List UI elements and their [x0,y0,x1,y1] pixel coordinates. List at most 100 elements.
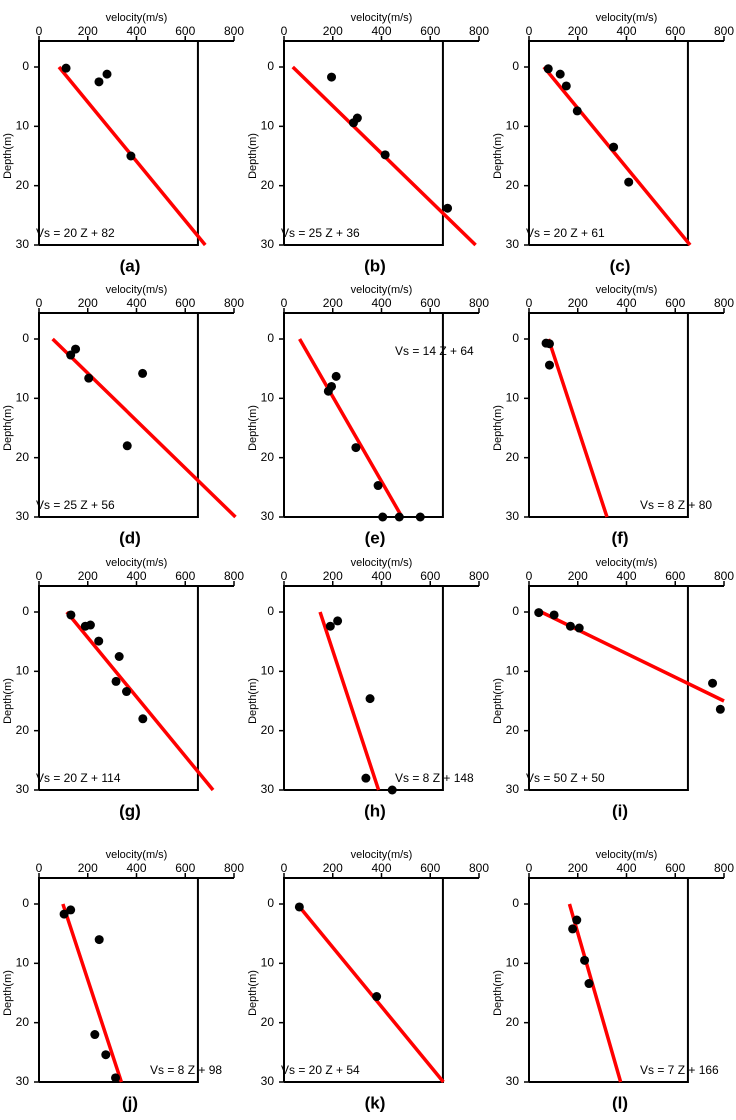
panel-label: (b) [364,256,386,275]
data-point [708,678,718,688]
y-tick-label: 0 [512,604,519,618]
panel: velocity(m/s) Depth(m) (a) 0 200 400 600 800 0 10… [2,12,244,276]
equation-label: Vs = 20 Z + 54 [281,1063,360,1077]
data-point [327,72,337,82]
y-tick-label: 10 [16,119,30,133]
x-tick-label: 800 [224,861,244,875]
panel-label: (i) [612,801,628,820]
x-tick-label: 600 [665,861,685,875]
plot-frame [283,40,479,246]
y-axis-title: Depth(m) [492,678,504,724]
x-tick-label: 200 [323,24,343,38]
panel-label: (g) [119,801,141,820]
equation-label: Vs = 20 Z + 82 [36,226,115,240]
panel: velocity(m/s) Depth(m) (d) 0 200 400 600 800 0 10… [2,284,244,548]
data-point [534,608,544,618]
panel-label: (h) [364,801,386,820]
data-point [294,902,304,912]
x-tick-label: 400 [126,24,146,38]
x-tick-label: 400 [616,24,636,38]
x-tick-label: 200 [323,296,343,310]
panel-label: (c) [610,256,631,275]
panel: velocity(m/s) Depth(m) (b) 0 200 400 600 800 0 10… [247,12,489,276]
panel-label: (d) [119,528,141,547]
y-tick-label: 30 [506,782,520,796]
y-axis-title: Depth(m) [2,405,14,451]
data-point [126,151,136,161]
data-point [565,621,575,631]
y-tick-label: 0 [267,59,274,73]
y-tick-label: 10 [506,391,520,405]
data-point [568,924,578,934]
y-tick-label: 10 [506,664,520,678]
x-axis-title: velocity(m/s) [596,284,658,296]
fit-line [546,338,609,518]
x-tick-label: 800 [714,569,734,583]
y-tick-label: 30 [16,237,30,251]
x-axis-title: velocity(m/s) [351,284,413,296]
data-point [574,623,584,633]
y-axis-title: Depth(m) [247,133,259,179]
y-tick-label: 30 [16,1074,30,1088]
fit-line [542,65,692,247]
x-tick-label: 200 [323,569,343,583]
data-point [66,350,76,360]
x-tick-label: 0 [281,24,288,38]
panel-label: (j) [122,1093,138,1112]
x-tick-label: 0 [526,24,533,38]
data-point [111,676,121,686]
x-tick-label: 0 [36,861,43,875]
x-tick-label: 800 [714,861,734,875]
data-point [348,118,358,128]
panel: velocity(m/s) Depth(m) (k) 0 200 400 600 800 0 10… [247,849,489,1113]
y-axis-title: Depth(m) [2,133,14,179]
data-point [101,1050,111,1060]
x-tick-label: 600 [175,861,195,875]
panel: velocity(m/s) Depth(m) (l) 0 200 400 600 800 0 10… [492,849,734,1113]
x-axis-title: velocity(m/s) [106,284,168,296]
equation-label: Vs = 50 Z + 50 [526,771,605,785]
fit-line [567,903,623,1083]
fit-line [51,337,237,519]
x-tick-label: 0 [36,569,43,583]
data-point [331,371,341,381]
panel: velocity(m/s) Depth(m) (g) 0 200 400 600 800 0 10… [2,557,244,821]
equation-label: Vs = 25 Z + 56 [36,498,115,512]
data-point [584,979,594,989]
plot-frame [528,877,724,1083]
x-tick-label: 0 [526,296,533,310]
y-tick-label: 10 [506,956,520,970]
data-point [365,694,375,704]
y-tick-label: 30 [506,509,520,523]
data-point [624,177,634,187]
x-tick-label: 0 [36,296,43,310]
y-tick-label: 0 [22,331,29,345]
data-point [555,69,565,79]
panel: velocity(m/s) Depth(m) (h) 0 200 400 600 800 0 10… [247,557,489,821]
equation-label: Vs = 20 Z + 61 [526,226,605,240]
x-axis-title: velocity(m/s) [596,849,658,861]
data-point [325,621,335,631]
x-tick-label: 800 [224,296,244,310]
x-tick-label: 400 [371,861,391,875]
y-axis-title: Depth(m) [492,405,504,451]
fit-line [295,902,445,1084]
y-axis-title: Depth(m) [492,970,504,1016]
x-tick-label: 600 [665,296,685,310]
x-tick-label: 600 [665,24,685,38]
y-tick-label: 20 [506,178,520,192]
y-axis-title: Depth(m) [247,678,259,724]
x-tick-label: 800 [224,24,244,38]
data-point [102,69,112,79]
data-point [544,339,554,349]
x-tick-label: 800 [469,569,489,583]
y-tick-label: 20 [506,450,520,464]
data-point [66,905,76,915]
y-tick-label: 10 [506,119,520,133]
data-point [61,63,71,73]
panel-label: (l) [612,1093,628,1112]
x-axis-title: velocity(m/s) [351,557,413,569]
x-tick-label: 600 [175,24,195,38]
